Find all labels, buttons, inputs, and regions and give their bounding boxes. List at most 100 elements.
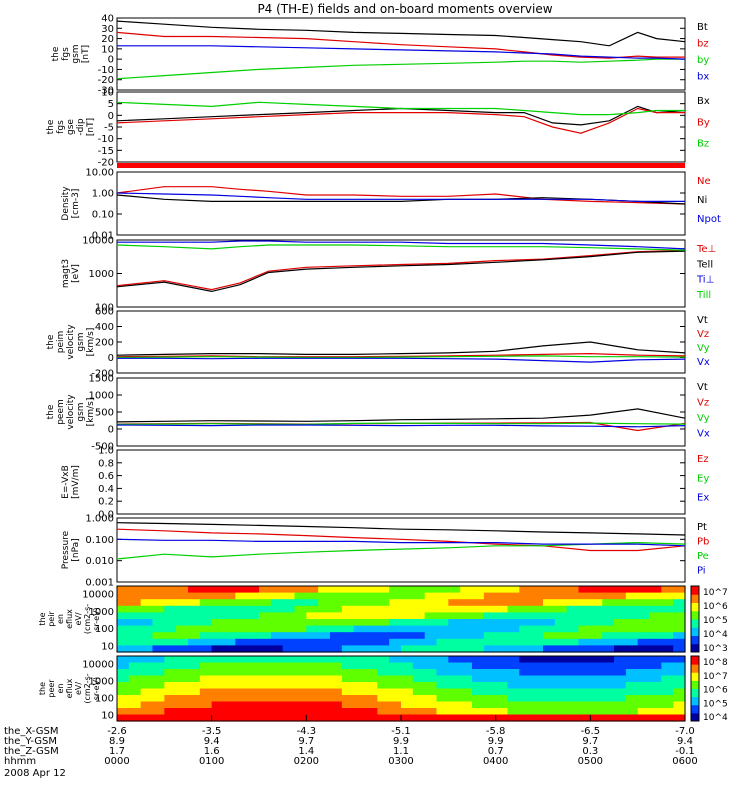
spectrogram-cell (389, 599, 402, 607)
spectrogram-cell (377, 701, 390, 709)
spectrogram-cell (259, 612, 272, 620)
spectrogram-cell (282, 605, 296, 613)
spectrogram-cell (590, 662, 603, 670)
spectrogram-cell (637, 675, 651, 683)
spectrogram-cell (578, 605, 591, 613)
y-axis-label: eV/ (74, 682, 83, 695)
spectrogram-cell (495, 688, 509, 696)
y-tick-label: -20 (98, 158, 114, 169)
spectrogram-cell (614, 701, 627, 709)
spectrogram-cell (554, 638, 568, 646)
series-Ti⊥ (117, 240, 686, 250)
legend-Vt: Vt (697, 315, 708, 326)
spectrogram-cell (543, 701, 556, 709)
colorbar-band (691, 643, 699, 653)
spectrogram-cell (472, 701, 485, 709)
spectrogram-cell (531, 625, 544, 633)
spectrogram-cell (578, 701, 591, 709)
spectrogram-cell (578, 669, 591, 677)
spectrogram-cell (436, 625, 449, 633)
spectrogram-cell (128, 586, 142, 594)
spectrogram-cell (259, 592, 272, 600)
spectrogram-cell (259, 638, 272, 646)
spectrogram-cell (235, 586, 248, 594)
spectrogram-cell (673, 605, 686, 613)
spectrogram-cell (472, 586, 485, 594)
spectrogram-cell (566, 662, 580, 670)
spectrogram-cell (164, 675, 177, 683)
spectrogram-cell (673, 638, 686, 646)
spectrogram-cell (306, 695, 319, 703)
spectrogram-cell (353, 592, 367, 600)
spectrogram-cell (259, 619, 272, 627)
spectrogram-cell (448, 592, 461, 600)
spectrogram-cell (152, 662, 165, 670)
spectrogram-cell (507, 586, 520, 594)
spectrogram-cell (566, 708, 580, 716)
series-Te⊥ (116, 249, 686, 291)
spectrogram-cell (495, 632, 509, 640)
y-axis-label: (cm2-s- (83, 673, 92, 703)
spectrogram-cell (519, 586, 532, 594)
spectrogram-cell (578, 638, 591, 646)
spectrogram-cell (270, 675, 284, 683)
spectrogram-cell (164, 605, 177, 613)
spectrogram-cell (424, 695, 438, 703)
spectrogram-cell (330, 675, 343, 683)
spectrogram-cell (625, 592, 639, 600)
spectrogram-cell (554, 656, 568, 664)
colorbar-band (691, 627, 699, 636)
spectrogram-cell (353, 632, 367, 640)
y-tick-label: 0.4 (98, 484, 114, 495)
spectrogram-cell (460, 619, 473, 627)
y-tick-label: 40 (101, 14, 114, 25)
spectrogram-cell (270, 605, 284, 613)
y-tick-label: 0.0 (98, 510, 114, 521)
series-Pb (116, 528, 686, 552)
spectrogram-cell (472, 625, 485, 633)
spectrogram-cell (495, 599, 509, 607)
spectrogram-cell (543, 688, 556, 696)
y-axis-label: sr-eV) (92, 677, 101, 700)
spectrogram-cell (140, 612, 154, 620)
spectrogram-cell (223, 708, 236, 716)
spectrogram-cell (649, 688, 662, 696)
y-tick-label: 100 (95, 303, 114, 314)
spectrogram-cell (389, 682, 402, 690)
spectrogram-cell (614, 592, 627, 600)
spectrogram-cell (259, 708, 272, 716)
spectrogram-cell (495, 612, 509, 620)
spectrogram-cell (531, 695, 544, 703)
spectrogram-cell (590, 592, 603, 600)
spectrogram-cell (259, 605, 272, 613)
colorbar-band (691, 704, 699, 714)
spectrogram-cell (235, 695, 248, 703)
spectrogram-cell (140, 662, 154, 670)
spectrogram-cell (128, 714, 142, 722)
spectrogram-cell (282, 675, 296, 683)
legend-Vz: Vz (697, 398, 709, 409)
legend-Bz: Bz (697, 139, 709, 150)
spectrogram-cell (389, 632, 402, 640)
spectrogram-cell (460, 605, 473, 613)
ephemeris-value: -0.1 (675, 746, 695, 757)
spectrogram-cell (259, 688, 272, 696)
y-tick-label: 1000 (89, 607, 114, 618)
spectrogram-cell (164, 701, 177, 709)
spectrogram-cell (117, 586, 130, 594)
spectrogram-cell (128, 669, 142, 677)
ephemeris-value: -2.6 (107, 726, 127, 737)
spectrogram-cell (448, 688, 461, 696)
spectrogram-cell (602, 619, 615, 627)
spectrogram-cell (353, 599, 367, 607)
legend-Pe: Pe (697, 551, 709, 562)
spectrogram-cell (235, 682, 248, 690)
spectrogram-cell (554, 645, 568, 653)
spectrogram-cell (270, 669, 284, 677)
spectrogram-cell (661, 695, 674, 703)
spectrogram-cell (673, 669, 686, 677)
spectrogram-cell (318, 599, 331, 607)
spectrogram-cell (152, 695, 165, 703)
spectrogram-cell (460, 701, 473, 709)
